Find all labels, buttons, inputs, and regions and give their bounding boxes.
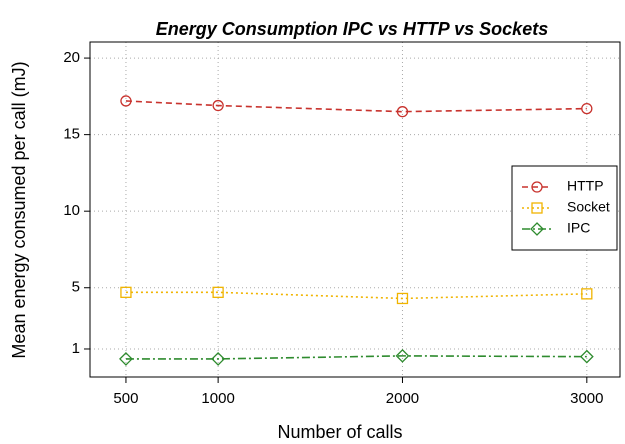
legend-box bbox=[511, 165, 618, 251]
marker bbox=[531, 202, 543, 214]
marker bbox=[581, 288, 593, 300]
marker bbox=[211, 352, 226, 366]
y-tick-label: 15 bbox=[63, 126, 80, 143]
series-line bbox=[125, 291, 587, 300]
y-tick-label: 5 bbox=[72, 279, 80, 296]
y-tick-label: 1 bbox=[72, 340, 80, 357]
x-tick-label: 500 bbox=[113, 390, 138, 407]
legend-label: IPC bbox=[567, 220, 590, 236]
marker bbox=[119, 352, 133, 366]
marker bbox=[120, 95, 132, 107]
legend-label: HTTP bbox=[567, 178, 604, 194]
marker bbox=[212, 99, 224, 112]
marker bbox=[212, 286, 224, 298]
x-tick-label: 2000 bbox=[386, 390, 419, 407]
x-tick-label: 1000 bbox=[201, 390, 234, 407]
marker bbox=[120, 286, 132, 298]
marker bbox=[581, 102, 593, 115]
marker bbox=[530, 222, 544, 236]
y-axis-label: Mean energy consumed per call (mJ) bbox=[9, 61, 29, 358]
marker bbox=[579, 349, 594, 364]
x-axis-label: Number of calls bbox=[277, 422, 402, 442]
marker bbox=[396, 106, 409, 118]
plot-frame bbox=[89, 41, 621, 378]
legend-label: Socket bbox=[567, 199, 610, 215]
x-tick-label: 3000 bbox=[570, 390, 603, 407]
marker bbox=[396, 292, 409, 305]
y-tick-label: 10 bbox=[63, 202, 80, 219]
marker bbox=[395, 348, 410, 363]
marker bbox=[531, 181, 543, 193]
series-line bbox=[125, 355, 587, 360]
y-tick-label: 20 bbox=[63, 49, 80, 66]
series-line bbox=[125, 100, 587, 113]
chart-title: Energy Consumption IPC vs HTTP vs Socket… bbox=[156, 19, 548, 39]
